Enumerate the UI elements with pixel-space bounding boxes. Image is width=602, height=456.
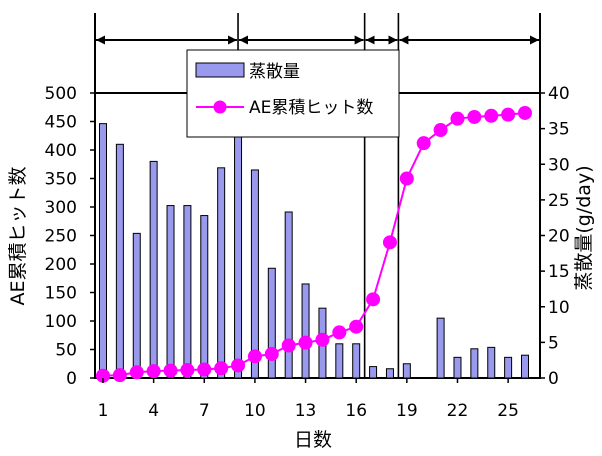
left-tick-label-400: 400 xyxy=(45,141,77,161)
right-tick-label-35: 35 xyxy=(548,120,570,140)
ae-hits-point-day-13 xyxy=(298,335,313,350)
right-tick-label-40: 40 xyxy=(548,84,570,104)
x-tick-label-19: 19 xyxy=(396,401,418,421)
ae-hits-point-day-5 xyxy=(163,363,178,378)
ae-hits-point-day-23 xyxy=(467,109,482,124)
bar-day-17 xyxy=(369,366,378,379)
left-tick-label-150: 150 xyxy=(45,284,77,304)
bar-day-5 xyxy=(166,205,175,379)
ae-hits-point-day-8 xyxy=(214,361,229,376)
right-tick-label-20: 20 xyxy=(548,227,570,247)
x-tick-label-22: 22 xyxy=(447,401,469,421)
x-tick-label-25: 25 xyxy=(497,401,519,421)
bar-day-23 xyxy=(470,348,479,379)
bar-day-25 xyxy=(504,356,513,379)
right-tick-label-25: 25 xyxy=(548,191,570,211)
bar-day-3 xyxy=(132,232,141,379)
legend-label-transpiration: 蒸散量 xyxy=(249,62,300,82)
left-tick-label-350: 350 xyxy=(45,170,77,190)
ae-hits-point-day-15 xyxy=(332,325,347,340)
bar-day-16 xyxy=(352,343,361,379)
ae-hits-point-day-24 xyxy=(484,108,499,123)
bar-day-2 xyxy=(115,143,124,379)
ae-hits-point-day-22 xyxy=(450,111,465,126)
left-tick-label-100: 100 xyxy=(45,312,77,332)
bar-day-6 xyxy=(183,205,192,379)
bar-day-21 xyxy=(436,317,445,379)
ae-hits-point-day-19 xyxy=(399,171,414,186)
bar-day-12 xyxy=(284,211,293,379)
x-tick-label-13: 13 xyxy=(295,401,317,421)
bar-day-26 xyxy=(521,354,529,379)
ae-hits-point-day-18 xyxy=(382,235,397,250)
legend-marker-swatch xyxy=(213,100,227,114)
x-tick-label-1: 1 xyxy=(98,401,109,421)
ae-hits-point-day-6 xyxy=(180,363,195,378)
bar-day-9 xyxy=(234,131,243,379)
left-tick-label-200: 200 xyxy=(45,255,77,275)
ae-hits-line xyxy=(102,111,526,377)
plot-layer: 0 50 100 150 200 250 300 350 400 450 500 0 5 10 15 20 25… xyxy=(45,13,570,421)
right-tick-label-30: 30 xyxy=(548,155,570,175)
right-axis-title: 蒸散量(g/day) xyxy=(573,165,595,290)
ae-hits-point-day-11 xyxy=(264,347,279,362)
ae-hits-point-day-14 xyxy=(315,332,330,347)
ae-hits-point-day-3 xyxy=(129,365,144,380)
x-axis-title: 日数 xyxy=(294,429,332,451)
bar-day-11 xyxy=(267,267,276,379)
right-tick-label-10: 10 xyxy=(548,298,570,318)
ae-hits-point-day-9 xyxy=(231,358,246,373)
legend-bar-swatch xyxy=(195,62,245,78)
bar-day-1 xyxy=(99,123,107,379)
ae-hits-point-day-12 xyxy=(281,338,296,353)
ae-hits-point-day-2 xyxy=(112,368,127,383)
left-tick-label-500: 500 xyxy=(45,84,77,104)
ae-hits-point-day-7 xyxy=(197,362,212,377)
x-tick-label-7: 7 xyxy=(199,401,210,421)
bar-day-15 xyxy=(335,343,344,379)
bar-day-7 xyxy=(200,215,209,379)
ae-hits-point-day-4 xyxy=(146,364,161,379)
right-tick-label-0: 0 xyxy=(548,369,559,389)
ae-hits-point-day-17 xyxy=(366,292,381,307)
left-tick-label-250: 250 xyxy=(45,227,77,247)
left-tick-label-450: 450 xyxy=(45,113,77,133)
ae-hits-point-day-10 xyxy=(247,349,262,364)
bar-day-19 xyxy=(402,363,411,379)
ae-hits-point-day-21 xyxy=(433,123,448,138)
ae-hits-point-day-20 xyxy=(416,136,431,151)
ae-hits-point-day-1 xyxy=(96,368,110,383)
ae-hits-point-day-16 xyxy=(349,319,364,334)
bar-day-24 xyxy=(487,346,496,379)
legend-label-ae-hits: AE累積ヒット数 xyxy=(249,98,373,118)
left-tick-label-300: 300 xyxy=(45,198,77,218)
bar-day-10 xyxy=(250,169,259,379)
bar-day-22 xyxy=(453,356,462,379)
x-tick-label-16: 16 xyxy=(345,401,367,421)
ae-hits-point-day-25 xyxy=(501,107,516,122)
left-tick-label-50: 50 xyxy=(55,341,77,361)
legend: 蒸散量 AE累積ヒット数 xyxy=(186,49,400,138)
left-tick-label-0: 0 xyxy=(66,369,77,389)
x-tick-label-4: 4 xyxy=(148,401,159,421)
x-tick-label-10: 10 xyxy=(244,401,266,421)
ae-hits-point-day-26 xyxy=(518,105,532,120)
right-tick-label-5: 5 xyxy=(548,333,559,353)
right-tick-label-15: 15 xyxy=(548,262,570,282)
bar-day-18 xyxy=(385,368,394,379)
bar-day-13 xyxy=(301,283,310,379)
bar-day-8 xyxy=(217,167,226,379)
left-axis-title: AE累積ヒット数 xyxy=(7,166,29,305)
bar-day-4 xyxy=(149,160,158,379)
